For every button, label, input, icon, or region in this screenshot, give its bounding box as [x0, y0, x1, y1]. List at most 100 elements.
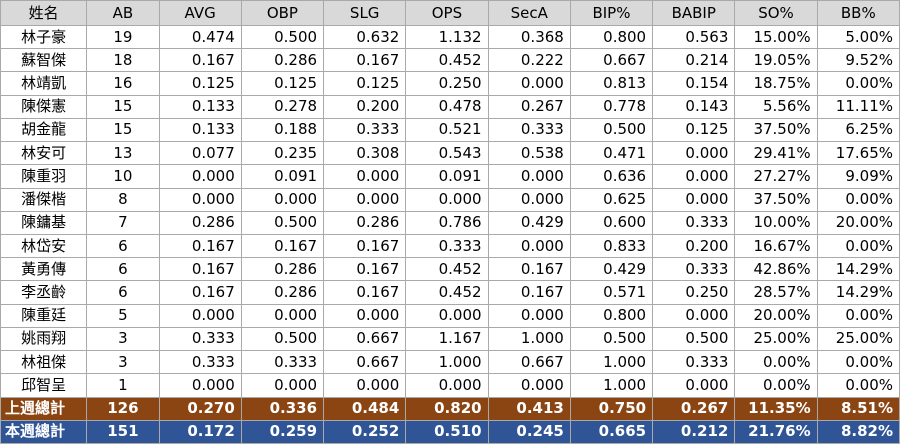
cell-slg: 0.252	[323, 419, 407, 444]
table-row: 姚雨翔 3 0.333 0.500 0.667 1.167 1.000 0.500 0.500 2…	[0, 326, 900, 352]
cell-ops: 0.091	[405, 164, 489, 189]
header-obp: OBP	[240, 0, 325, 26]
cell-bb: 9.09%	[816, 164, 900, 189]
cell-so: 0.00%	[734, 350, 818, 375]
cell-babip: 0.333	[652, 257, 736, 282]
cell-babip: 0.000	[652, 303, 736, 328]
cell-so: 21.76%	[734, 419, 818, 444]
table-row: 林子豪 19 0.474 0.500 0.632 1.132 0.368 0.800 0.563…	[0, 24, 900, 50]
cell-bb: 0.00%	[816, 71, 900, 96]
cell-so: 27.27%	[734, 164, 818, 189]
cell-obp: 0.259	[240, 419, 325, 444]
cell-babip: 0.250	[652, 280, 736, 305]
cell-slg: 0.200	[323, 94, 407, 119]
cell-obp: 0.500	[240, 210, 325, 235]
cell-slg: 0.125	[323, 71, 407, 96]
cell-bip: 0.500	[569, 326, 654, 352]
cell-babip: 0.154	[652, 71, 736, 96]
cell-so: 15.00%	[734, 24, 818, 50]
table-row: 林安可 13 0.077 0.235 0.308 0.543 0.538 0.471 0.000…	[0, 141, 900, 166]
cell-avg: 0.167	[158, 48, 242, 73]
cell-seca: 0.000	[487, 233, 571, 259]
cell-ab: 6	[86, 280, 160, 305]
cell-ops: 0.250	[405, 71, 489, 96]
cell-name: 林祖傑	[0, 350, 88, 375]
cell-avg: 0.077	[158, 141, 242, 166]
cell-bip: 0.625	[569, 187, 654, 212]
cell-so: 18.75%	[734, 71, 818, 96]
cell-slg: 0.632	[323, 24, 407, 50]
cell-obp: 0.167	[240, 233, 325, 259]
cell-bb: 8.82%	[816, 419, 900, 444]
cell-seca: 0.000	[487, 71, 571, 96]
cell-ab: 126	[86, 396, 160, 421]
cell-avg: 0.286	[158, 210, 242, 235]
cell-so: 16.67%	[734, 233, 818, 259]
cell-avg: 0.000	[158, 303, 242, 328]
cell-bb: 0.00%	[816, 350, 900, 375]
cell-bb: 11.11%	[816, 94, 900, 119]
cell-seca: 0.413	[487, 396, 571, 421]
cell-ops: 0.000	[405, 373, 489, 398]
cell-ab: 7	[86, 210, 160, 235]
cell-name: 潘傑楷	[0, 187, 88, 212]
cell-ops: 0.543	[405, 141, 489, 166]
cell-so: 5.56%	[734, 94, 818, 119]
table-row: 黃勇傳 6 0.167 0.286 0.167 0.452 0.167 0.429 0.333 4…	[0, 257, 900, 282]
cell-seca: 0.167	[487, 257, 571, 282]
cell-bip: 0.833	[569, 233, 654, 259]
cell-avg: 0.333	[158, 326, 242, 352]
cell-bb: 8.51%	[816, 396, 900, 421]
cell-seca: 0.245	[487, 419, 571, 444]
cell-ab: 13	[86, 141, 160, 166]
table-row: 林祖傑 3 0.333 0.333 0.667 1.000 0.667 1.000 0.333 0…	[0, 350, 900, 375]
cell-babip: 0.214	[652, 48, 736, 73]
cell-obp: 0.278	[240, 94, 325, 119]
cell-slg: 0.167	[323, 233, 407, 259]
cell-so: 11.35%	[734, 396, 818, 421]
cell-bb: 20.00%	[816, 210, 900, 235]
cell-bip: 0.429	[569, 257, 654, 282]
cell-bip: 0.667	[569, 48, 654, 73]
cell-ops: 0.510	[405, 419, 489, 444]
table-row: 陳重廷 5 0.000 0.000 0.000 0.000 0.000 0.800 0.000 2…	[0, 303, 900, 328]
table-row: 蘇智傑 18 0.167 0.286 0.167 0.452 0.222 0.667 0.214…	[0, 48, 900, 73]
cell-ops: 0.333	[405, 233, 489, 259]
cell-ops: 0.478	[405, 94, 489, 119]
cell-bip: 1.000	[569, 350, 654, 375]
cell-ops: 0.000	[405, 303, 489, 328]
cell-name: 陳傑憲	[0, 94, 88, 119]
cell-bip: 0.778	[569, 94, 654, 119]
cell-seca: 0.222	[487, 48, 571, 73]
header-ab: AB	[86, 0, 160, 26]
cell-slg: 0.000	[323, 187, 407, 212]
cell-slg: 0.286	[323, 210, 407, 235]
cell-slg: 0.484	[323, 396, 407, 421]
cell-ab: 16	[86, 71, 160, 96]
cell-avg: 0.133	[158, 117, 242, 143]
cell-bip: 0.571	[569, 280, 654, 305]
cell-bb: 0.00%	[816, 303, 900, 328]
cell-avg: 0.000	[158, 187, 242, 212]
cell-name: 陳重廷	[0, 303, 88, 328]
cell-slg: 0.167	[323, 257, 407, 282]
cell-obp: 0.091	[240, 164, 325, 189]
cell-bb: 14.29%	[816, 257, 900, 282]
cell-name: 胡金龍	[0, 117, 88, 143]
cell-obp: 0.500	[240, 326, 325, 352]
table-row: 潘傑楷 8 0.000 0.000 0.000 0.000 0.000 0.625 0.000 3…	[0, 187, 900, 212]
cell-ab: 5	[86, 303, 160, 328]
cell-avg: 0.270	[158, 396, 242, 421]
cell-name: 林子豪	[0, 24, 88, 50]
cell-name: 林安可	[0, 141, 88, 166]
header-so: SO%	[734, 0, 818, 26]
cell-bb: 6.25%	[816, 117, 900, 143]
cell-name: 陳鏞基	[0, 210, 88, 235]
this-week-total-row: 本週總計 151 0.172 0.259 0.252 0.510 0.245 0.665 0.2…	[0, 419, 900, 444]
cell-seca: 0.000	[487, 373, 571, 398]
cell-seca: 0.538	[487, 141, 571, 166]
cell-slg: 0.167	[323, 48, 407, 73]
header-slg: SLG	[323, 0, 407, 26]
cell-babip: 0.000	[652, 187, 736, 212]
